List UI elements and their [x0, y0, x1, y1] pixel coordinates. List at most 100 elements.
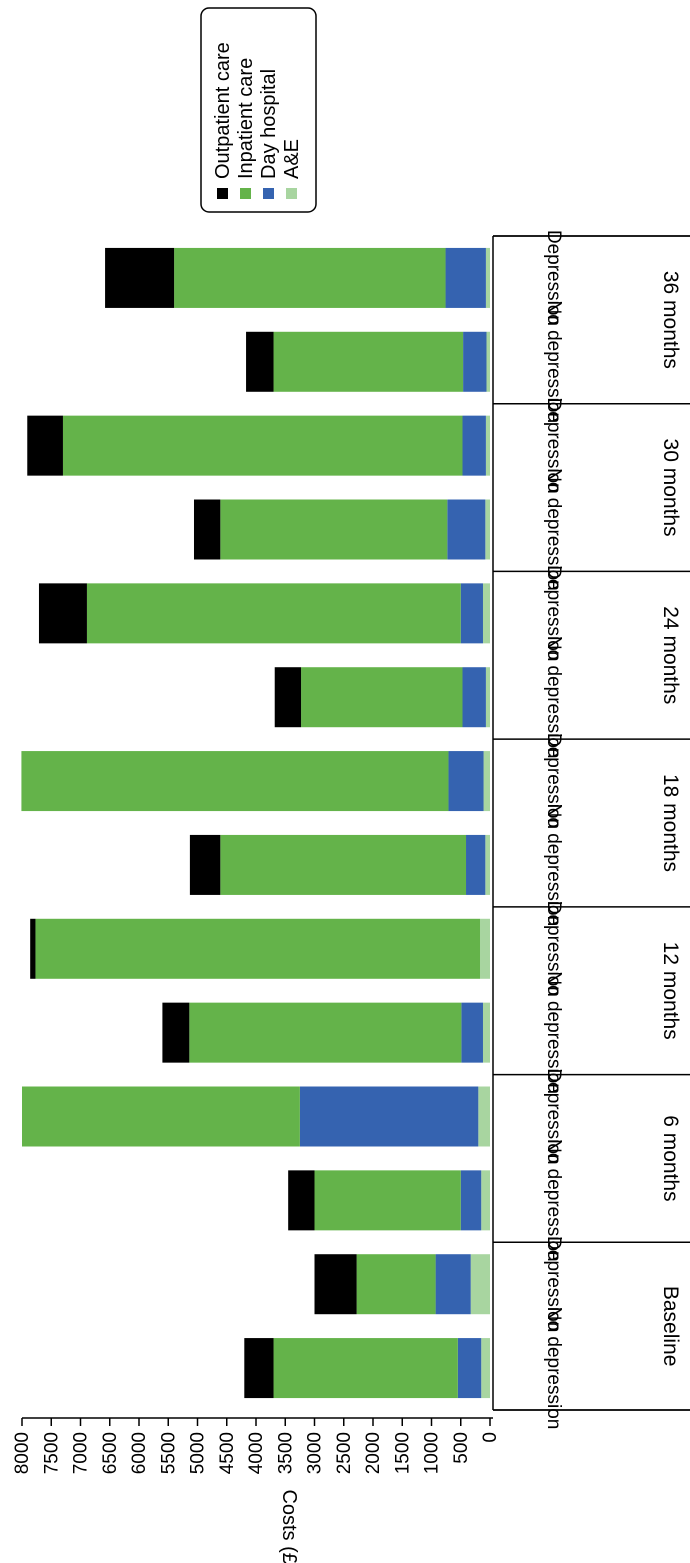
bar-segment-inpatient-care [174, 247, 446, 308]
bar-segment-day-hospital [457, 1338, 482, 1399]
legend-label: Inpatient care [235, 58, 257, 179]
value-tick-label: 6500 [100, 1432, 121, 1474]
value-tick-label: 500 [451, 1432, 472, 1464]
group-label: 30 months [659, 439, 682, 537]
value-tick-label: 3500 [275, 1432, 296, 1474]
bar-segment-day-hospital [462, 415, 486, 476]
bar-segment-a-e [470, 1254, 490, 1315]
bar-segment-outpatient-care [246, 331, 274, 392]
bar-segment-day-hospital [448, 751, 484, 812]
group-label: 6 months [659, 1115, 682, 1201]
bar-segment-a-e [482, 1002, 490, 1063]
group-label: Baseline [659, 1286, 682, 1367]
bar-segment-outpatient-care [38, 583, 87, 644]
group-label: 18 months [659, 774, 682, 872]
bar-segment-day-hospital [299, 1086, 479, 1147]
value-tick-label: 5000 [188, 1432, 209, 1474]
bar-segment-outpatient-care [189, 834, 221, 895]
category-label: No depression [543, 804, 564, 927]
value-tick-label: 1000 [422, 1432, 443, 1474]
legend-label: Day hospital [258, 69, 280, 179]
category-label: Depression [543, 1068, 564, 1164]
value-tick-label: 4000 [246, 1432, 267, 1474]
bar-segment-a-e [486, 331, 490, 392]
bar-segment-a-e [485, 499, 490, 560]
bar-segment-day-hospital [466, 834, 486, 895]
bar-segment-inpatient-care [301, 667, 463, 728]
value-tick-label: 8000 [12, 1432, 33, 1474]
category-label: No depression [543, 971, 564, 1094]
value-tick-label: 7500 [41, 1432, 62, 1474]
bar-segment-outpatient-care [105, 247, 175, 308]
bar-segment-day-hospital [460, 1170, 482, 1231]
bar-segment-outpatient-care [244, 1338, 274, 1399]
bar-segment-a-e [483, 751, 490, 812]
bar-segment-a-e [480, 918, 490, 979]
value-tick-label: 6000 [129, 1432, 150, 1474]
bar-segment-inpatient-care [356, 1254, 436, 1315]
category-label: Depression [543, 901, 564, 997]
legend: Outpatient care Inpatient care Day hospita… [200, 7, 317, 213]
category-label: No depression [543, 1307, 564, 1430]
category-label: No depression [543, 301, 564, 424]
value-tick-label: 5500 [158, 1432, 179, 1474]
bar-segment-day-hospital [435, 1254, 471, 1315]
bar-segment-outpatient-care [193, 499, 221, 560]
bar-segment-inpatient-care [35, 918, 481, 979]
bar-segment-a-e [485, 834, 490, 895]
category-label: Depression [543, 565, 564, 661]
group-label: 12 months [659, 942, 682, 1040]
bar-segment-outpatient-care [288, 1170, 315, 1231]
group-label: 36 months [659, 271, 682, 369]
category-label: Depression [543, 398, 564, 494]
category-label: No depression [543, 1139, 564, 1262]
bar-segment-day-hospital [461, 1002, 483, 1063]
bar-segment-inpatient-care [273, 1338, 458, 1399]
value-tick-label: 3000 [305, 1432, 326, 1474]
bar-segment-day-hospital [462, 667, 486, 728]
value-tick-label: 2500 [334, 1432, 355, 1474]
value-tick-label: 1500 [392, 1432, 413, 1474]
bar-segment-a-e [485, 247, 490, 308]
category-label: Depression [543, 733, 564, 829]
bar-segment-a-e [481, 1170, 490, 1231]
value-tick-label: 0 [480, 1432, 501, 1443]
bar-segment-day-hospital [447, 499, 486, 560]
bar-segment-inpatient-care [22, 1086, 300, 1147]
bar-segment-inpatient-care [189, 1002, 462, 1063]
bar-segment-inpatient-care [21, 751, 449, 812]
group-label: 24 months [659, 606, 682, 704]
bar-segment-day-hospital [463, 331, 487, 392]
category-label: No depression [543, 468, 564, 591]
category-label: No depression [543, 636, 564, 759]
bar-segment-a-e [481, 1338, 490, 1399]
bar-segment-outpatient-care [314, 1254, 357, 1315]
bar-segment-a-e [482, 583, 490, 644]
bar-segment-day-hospital [460, 583, 483, 644]
bar-segment-outpatient-care [274, 667, 302, 728]
value-tick-label: 2000 [363, 1432, 384, 1474]
bar-segment-a-e [485, 667, 490, 728]
bar-segment-inpatient-care [220, 499, 448, 560]
legend-box [200, 7, 317, 213]
bar-segment-a-e [485, 415, 490, 476]
bar-segment-outpatient-care [30, 918, 36, 979]
bar-segment-a-e [478, 1086, 490, 1147]
bar-segment-inpatient-care [62, 415, 463, 476]
bar-segment-outpatient-care [162, 1002, 190, 1063]
category-label: Depression [543, 1236, 564, 1332]
bar-segment-day-hospital [445, 247, 486, 308]
bar-segment-inpatient-care [86, 583, 461, 644]
legend-swatch [286, 188, 297, 199]
bar-segment-inpatient-care [314, 1170, 461, 1231]
bar-segment-inpatient-care [220, 834, 467, 895]
bar-segment-inpatient-care [273, 331, 464, 392]
legend-label: A&E [281, 139, 303, 179]
y-axis-title: Costs (£) [278, 1489, 300, 1563]
legend-swatch [263, 188, 274, 199]
legend-label: Outpatient care [212, 42, 234, 179]
value-tick-label: 7000 [71, 1432, 92, 1474]
category-label: Depression [543, 230, 564, 326]
